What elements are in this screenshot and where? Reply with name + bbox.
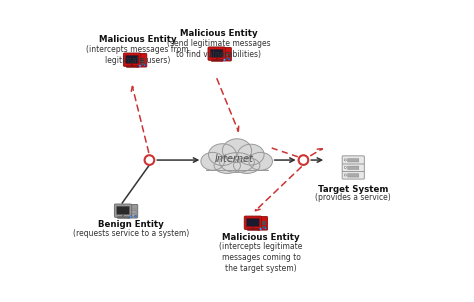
FancyBboxPatch shape xyxy=(222,52,229,53)
FancyBboxPatch shape xyxy=(114,204,132,217)
Text: (intercepts legitimate
messages coming to
the target system): (intercepts legitimate messages coming t… xyxy=(219,242,303,273)
Ellipse shape xyxy=(222,139,252,162)
FancyBboxPatch shape xyxy=(129,214,136,216)
FancyBboxPatch shape xyxy=(126,55,138,64)
Circle shape xyxy=(139,65,141,67)
Circle shape xyxy=(264,227,266,229)
Circle shape xyxy=(260,228,262,230)
Circle shape xyxy=(130,216,132,218)
Ellipse shape xyxy=(249,153,273,170)
Circle shape xyxy=(135,215,137,217)
FancyBboxPatch shape xyxy=(129,211,136,213)
FancyBboxPatch shape xyxy=(208,47,225,60)
Text: (send legitimate messages
to find vulnerabilities): (send legitimate messages to find vulner… xyxy=(167,39,271,59)
Circle shape xyxy=(144,64,146,66)
Text: Malicious Entity: Malicious Entity xyxy=(180,29,258,38)
Circle shape xyxy=(228,58,230,60)
Circle shape xyxy=(344,174,346,176)
Circle shape xyxy=(344,159,346,161)
FancyBboxPatch shape xyxy=(246,218,259,227)
FancyBboxPatch shape xyxy=(342,156,365,164)
Text: Internet: Internet xyxy=(215,153,254,164)
Circle shape xyxy=(344,166,346,169)
FancyBboxPatch shape xyxy=(347,159,359,162)
FancyBboxPatch shape xyxy=(347,174,359,177)
Text: Malicious Entity: Malicious Entity xyxy=(222,233,300,242)
FancyBboxPatch shape xyxy=(244,216,262,230)
Text: Benign Entity: Benign Entity xyxy=(99,220,164,230)
Ellipse shape xyxy=(214,158,240,173)
FancyBboxPatch shape xyxy=(138,63,145,65)
FancyBboxPatch shape xyxy=(221,47,231,61)
Text: (provides a service): (provides a service) xyxy=(315,193,391,202)
FancyBboxPatch shape xyxy=(138,58,145,59)
Ellipse shape xyxy=(234,158,260,173)
FancyBboxPatch shape xyxy=(222,57,229,59)
FancyBboxPatch shape xyxy=(342,163,365,172)
FancyBboxPatch shape xyxy=(259,221,266,223)
FancyBboxPatch shape xyxy=(207,162,267,171)
FancyBboxPatch shape xyxy=(128,204,138,218)
FancyBboxPatch shape xyxy=(138,60,145,62)
Ellipse shape xyxy=(201,153,225,170)
FancyBboxPatch shape xyxy=(117,206,129,215)
FancyBboxPatch shape xyxy=(347,166,359,169)
FancyBboxPatch shape xyxy=(222,54,229,56)
FancyBboxPatch shape xyxy=(259,226,266,228)
Ellipse shape xyxy=(219,153,255,172)
Text: (requests service to a system): (requests service to a system) xyxy=(73,229,190,238)
FancyBboxPatch shape xyxy=(137,53,147,67)
FancyBboxPatch shape xyxy=(259,223,266,225)
Circle shape xyxy=(223,59,226,61)
FancyBboxPatch shape xyxy=(210,49,223,58)
Ellipse shape xyxy=(237,144,264,165)
FancyBboxPatch shape xyxy=(123,53,141,66)
Text: Target System: Target System xyxy=(318,185,389,194)
Text: Malicious Entity: Malicious Entity xyxy=(99,35,176,44)
Text: (intercepts messages from
legitimate users): (intercepts messages from legitimate use… xyxy=(86,45,189,65)
Ellipse shape xyxy=(209,144,237,165)
Circle shape xyxy=(299,155,308,165)
FancyBboxPatch shape xyxy=(129,209,136,210)
FancyBboxPatch shape xyxy=(342,171,365,179)
FancyBboxPatch shape xyxy=(257,217,268,230)
Circle shape xyxy=(145,155,154,165)
